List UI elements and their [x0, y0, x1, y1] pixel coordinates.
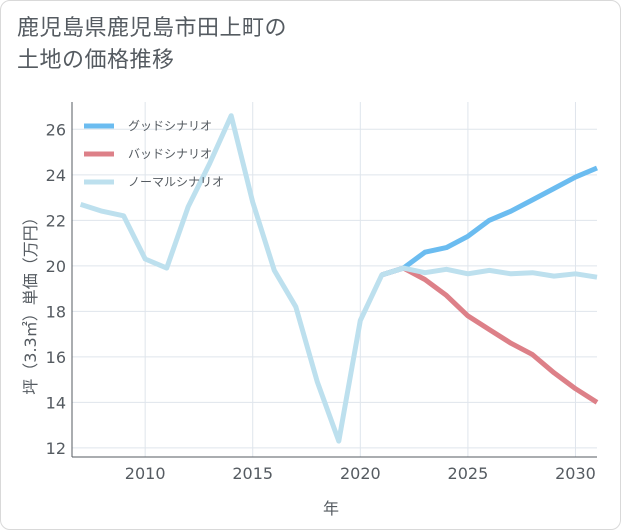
y-axis-ticks: 12 14 16 18 20 22 24 26 — [46, 120, 66, 458]
y-tick-label-0: 12 — [46, 439, 66, 458]
series-lines — [79, 113, 599, 444]
x-tick-label-2: 2020 — [340, 464, 381, 483]
x-tick-label-1: 2015 — [232, 464, 273, 483]
y-tick-label-2: 16 — [46, 348, 66, 367]
y-tick-label-1: 14 — [46, 393, 66, 412]
y-tick-label-5: 22 — [46, 211, 66, 230]
y-axis-title: 坪（3.3㎡）単価（万円） — [21, 209, 40, 394]
chart-title-line-1: 鹿児島県鹿児島市田上町の — [17, 16, 288, 41]
y-tick-label-7: 26 — [46, 120, 66, 139]
series-line-1 — [381, 265, 599, 405]
plot-frame — [71, 102, 597, 458]
legend-label-1: バッドシナリオ — [128, 147, 212, 161]
y-tick-label-6: 24 — [46, 166, 66, 185]
series-line-0 — [381, 165, 598, 278]
chart-title: 鹿児島県鹿児島市田上町の 土地の価格推移 — [17, 13, 287, 77]
legend-label-0: グッドシナリオ — [128, 119, 212, 133]
x-tick-label-0: 2010 — [125, 464, 166, 483]
x-tick-label-4: 2030 — [555, 464, 596, 483]
x-axis-title: 年 — [323, 499, 339, 518]
x-axis-ticks: 2010 2015 2020 2025 2030 — [125, 464, 596, 483]
series-line-2 — [79, 113, 598, 444]
y-tick-label-4: 20 — [46, 257, 66, 276]
x-tick-label-3: 2025 — [448, 464, 489, 483]
chart-title-line-2: 土地の価格推移 — [17, 48, 175, 73]
y-tick-label-3: 18 — [46, 302, 66, 321]
legend-label-2: ノーマルシナリオ — [128, 175, 224, 189]
grid-lines — [72, 102, 597, 457]
